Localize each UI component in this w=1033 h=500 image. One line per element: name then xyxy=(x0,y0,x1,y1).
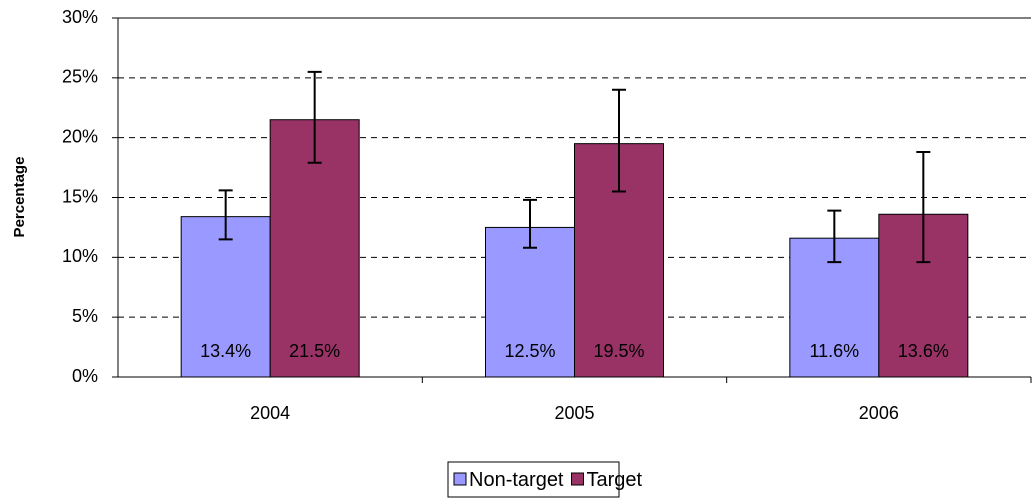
legend-swatch xyxy=(571,472,584,486)
y-tick-label: 25% xyxy=(62,67,98,87)
y-tick-label: 15% xyxy=(62,186,98,206)
legend-swatch xyxy=(453,472,467,486)
error-bar xyxy=(218,189,233,241)
bar xyxy=(485,226,575,378)
data-label: 21.5% xyxy=(289,341,340,361)
x-tick-label: 2006 xyxy=(859,403,899,423)
error-bar xyxy=(612,88,626,193)
x-tick-label: 2005 xyxy=(554,403,594,423)
data-label: 12.5% xyxy=(504,341,555,361)
data-label: 13.6% xyxy=(898,341,949,361)
bar xyxy=(180,216,271,378)
y-tick-label: 0% xyxy=(72,366,98,386)
y-tick-label: 5% xyxy=(72,306,98,326)
data-label: 13.4% xyxy=(200,341,251,361)
error-bar xyxy=(307,70,322,164)
error-bar xyxy=(916,151,931,264)
y-tick-label: 30% xyxy=(62,7,98,27)
data-label: 19.5% xyxy=(593,341,644,361)
y-axis-label: Percentage xyxy=(11,157,28,238)
error-bar xyxy=(827,209,842,264)
legend-box xyxy=(447,461,620,498)
data-label: 11.6% xyxy=(809,341,859,361)
error-bar xyxy=(523,198,537,249)
legend-label: Target xyxy=(587,469,643,491)
y-tick-label: 20% xyxy=(62,126,98,146)
y-tick-label: 10% xyxy=(62,246,98,266)
x-tick-label: 2004 xyxy=(250,403,290,423)
legend-label: Non-target xyxy=(469,469,564,491)
